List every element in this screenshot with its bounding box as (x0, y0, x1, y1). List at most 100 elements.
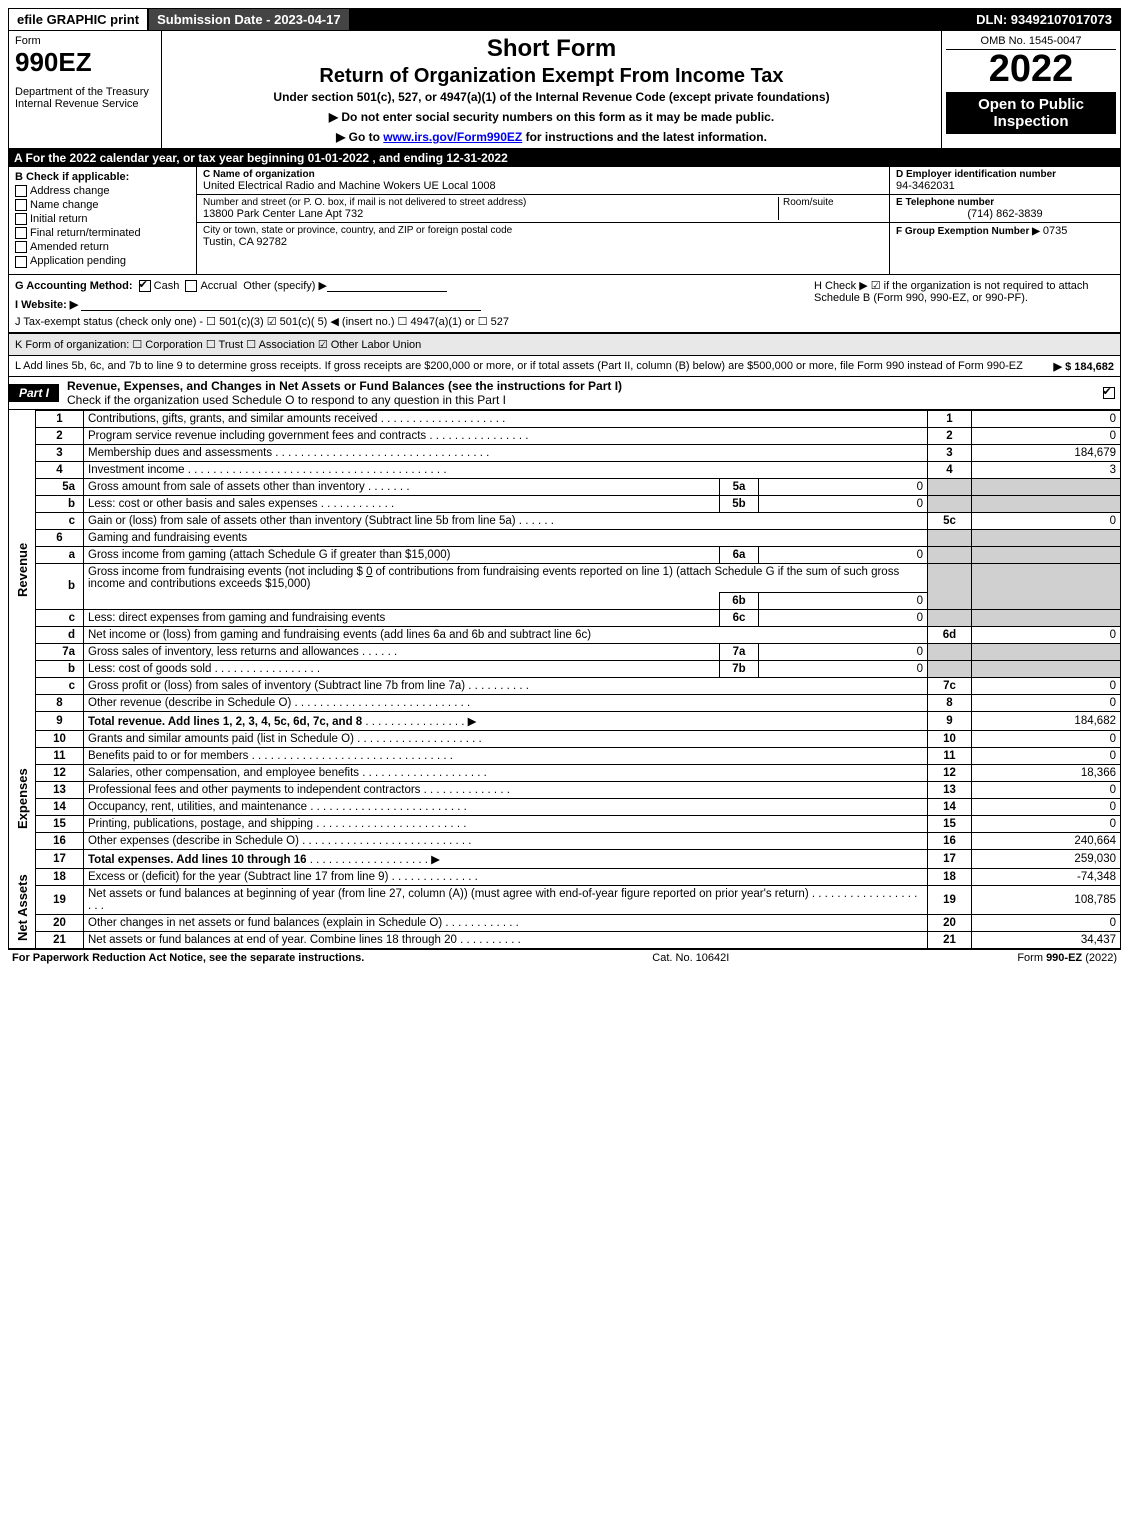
section-c: C Name of organization United Electrical… (197, 167, 889, 274)
line1-num: 1 (36, 410, 84, 427)
line1-ln: 1 (928, 410, 972, 427)
line4-amount: 3 (972, 461, 1121, 478)
irs-link[interactable]: www.irs.gov/Form990EZ (383, 130, 522, 144)
lbl-application-pending: Application pending (30, 255, 126, 267)
section-g-label: G Accounting Method: (15, 280, 133, 292)
line2-ln: 2 (928, 427, 972, 444)
part1-header: Part I Revenue, Expenses, and Changes in… (8, 377, 1121, 410)
header-left: Form 990EZ Department of the Treasury In… (9, 31, 162, 148)
line18-num: 18 (36, 868, 84, 885)
tax-year: 2022 (946, 50, 1116, 88)
form-table: Revenue 1 Contributions, gifts, grants, … (8, 410, 1121, 949)
line9-amount: 184,682 (972, 711, 1121, 730)
part1-title: Revenue, Expenses, and Changes in Net As… (59, 377, 1100, 409)
line21-num: 21 (36, 931, 84, 948)
line11-amount: 0 (972, 747, 1121, 764)
chk-application-pending[interactable] (15, 256, 27, 268)
line6-grey2 (972, 529, 1121, 546)
line8-amount: 0 (972, 694, 1121, 711)
line11-ln: 11 (928, 747, 972, 764)
part1-check-note: Check if the organization used Schedule … (67, 393, 506, 407)
line7a-boxval: 0 (759, 643, 928, 660)
expenses-label: Expenses (9, 730, 36, 868)
org-city: Tustin, CA 92782 (203, 236, 883, 248)
name-label: C Name of organization (203, 169, 883, 180)
line6d-ln: 6d (928, 626, 972, 643)
chk-cash[interactable] (139, 280, 151, 292)
other-specify-field[interactable] (327, 279, 447, 292)
line5a-desc: Gross amount from sale of assets other t… (88, 481, 365, 493)
line7b-desc: Less: cost of goods sold (88, 663, 211, 675)
line14-desc: Occupancy, rent, utilities, and maintena… (88, 801, 307, 813)
line5b-num: b (36, 495, 84, 512)
line6b-box: 6b (720, 592, 759, 609)
part1-checkbox[interactable] (1103, 387, 1115, 399)
line13-num: 13 (36, 781, 84, 798)
chk-final-return[interactable] (15, 227, 27, 239)
line6a-grey (928, 546, 972, 563)
line20-num: 20 (36, 914, 84, 931)
org-address: 13800 Park Center Lane Apt 732 (203, 208, 778, 220)
line3-desc: Membership dues and assessments (88, 447, 272, 459)
line5c-ln: 5c (928, 512, 972, 529)
line12-ln: 12 (928, 764, 972, 781)
line10-ln: 10 (928, 730, 972, 747)
line18-ln: 18 (928, 868, 972, 885)
line13-desc: Professional fees and other payments to … (88, 784, 420, 796)
section-b-label: B Check if applicable: (15, 171, 190, 183)
line7b-num: b (36, 660, 84, 677)
chk-name-change[interactable] (15, 199, 27, 211)
line13-ln: 13 (928, 781, 972, 798)
section-l-text: L Add lines 5b, 6c, and 7b to line 9 to … (15, 360, 1023, 372)
line10-desc: Grants and similar amounts paid (list in… (88, 733, 354, 745)
line7b-grey2 (972, 660, 1121, 677)
line6c-grey2 (972, 609, 1121, 626)
note2-post: for instructions and the latest informat… (522, 130, 767, 144)
line12-num: 12 (36, 764, 84, 781)
line20-desc: Other changes in net assets or fund bala… (88, 917, 442, 929)
line8-num: 8 (36, 694, 84, 711)
line6c-num: c (36, 609, 84, 626)
note2-pre: ▶ Go to (336, 130, 383, 144)
submission-date: Submission Date - 2023-04-17 (149, 9, 351, 30)
footer: For Paperwork Reduction Act Notice, see … (8, 949, 1121, 966)
line18-amount: -74,348 (972, 868, 1121, 885)
ein-value: 94-3462031 (896, 180, 1114, 192)
addr-label: Number and street (or P. O. box, if mail… (203, 197, 778, 208)
line10-num: 10 (36, 730, 84, 747)
section-l-amount: ▶ $ 184,682 (1054, 360, 1114, 373)
website-field[interactable] (81, 298, 481, 311)
line14-num: 14 (36, 798, 84, 815)
lbl-accrual: Accrual (200, 280, 237, 292)
line6c-desc: Less: direct expenses from gaming and fu… (88, 612, 385, 624)
section-g-h: G Accounting Method: Cash Accrual Other … (8, 275, 1121, 333)
line16-ln: 16 (928, 832, 972, 849)
line20-amount: 0 (972, 914, 1121, 931)
efile-print-button[interactable]: efile GRAPHIC print (9, 9, 149, 30)
line2-amount: 0 (972, 427, 1121, 444)
line6-num: 6 (36, 529, 84, 546)
line1-desc: Contributions, gifts, grants, and simila… (88, 413, 378, 425)
line19-desc: Net assets or fund balances at beginning… (88, 888, 809, 900)
line13-amount: 0 (972, 781, 1121, 798)
line5b-boxval: 0 (759, 495, 928, 512)
section-a-bar: A For the 2022 calendar year, or tax yea… (8, 149, 1121, 167)
chk-accrual[interactable] (185, 280, 197, 292)
line11-desc: Benefits paid to or for members (88, 750, 248, 762)
line8-ln: 8 (928, 694, 972, 711)
chk-address-change[interactable] (15, 185, 27, 197)
line21-amount: 34,437 (972, 931, 1121, 948)
line12-amount: 18,366 (972, 764, 1121, 781)
dept-label: Department of the Treasury Internal Reve… (15, 86, 155, 110)
line3-ln: 3 (928, 444, 972, 461)
line7c-amount: 0 (972, 677, 1121, 694)
line6b-num: b (36, 563, 84, 609)
chk-initial-return[interactable] (15, 213, 27, 225)
line15-ln: 15 (928, 815, 972, 832)
line5b-desc: Less: cost or other basis and sales expe… (88, 498, 318, 510)
lbl-address-change: Address change (30, 185, 110, 197)
line19-ln: 19 (928, 885, 972, 914)
line2-desc: Program service revenue including govern… (88, 430, 426, 442)
chk-amended-return[interactable] (15, 241, 27, 253)
line6d-desc: Net income or (loss) from gaming and fun… (84, 626, 928, 643)
